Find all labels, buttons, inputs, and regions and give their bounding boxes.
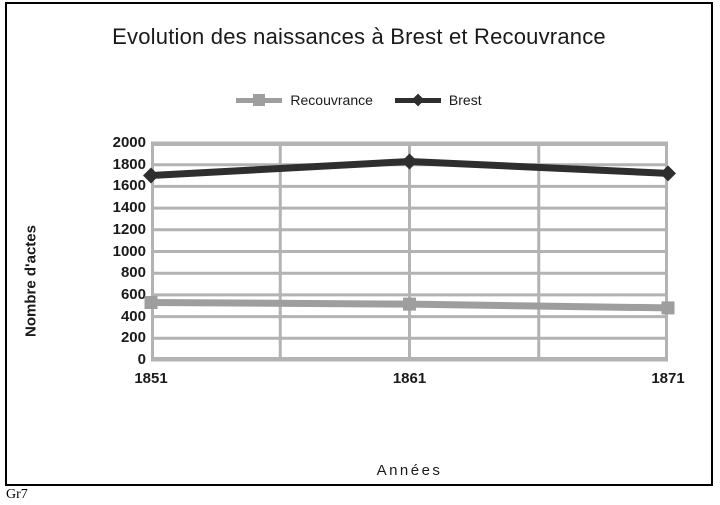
y-tick-label: 1000 xyxy=(112,242,146,260)
diamond-marker-icon xyxy=(411,93,425,107)
legend: Recouvrance Brest xyxy=(5,92,713,108)
y-tick-label: 200 xyxy=(120,329,146,347)
legend-label-brest: Brest xyxy=(448,92,482,108)
x-tick-label: 1871 xyxy=(651,370,685,387)
chart-title: Evolution des naissances à Brest et Reco… xyxy=(112,24,606,49)
x-axis-title: Années xyxy=(376,462,443,479)
y-tick-label: 1200 xyxy=(112,220,146,238)
x-tick-label: 1851 xyxy=(134,370,168,387)
recouvrance-line-sample xyxy=(236,94,283,106)
brest-line-sample xyxy=(394,93,441,107)
x-tick-label: 1861 xyxy=(392,370,427,387)
legend-item-brest: Brest xyxy=(394,92,482,108)
y-tick-label: 1800 xyxy=(112,155,146,173)
y-tick-label: 600 xyxy=(120,285,146,303)
y-tick-label: 2000 xyxy=(112,134,146,151)
y-tick-label: 1600 xyxy=(112,177,146,195)
y-tick-label: 400 xyxy=(120,307,146,325)
legend-item-recouvrance: Recouvrance xyxy=(236,92,373,108)
square-marker-icon xyxy=(253,94,266,106)
chart-outer-border xyxy=(5,2,713,486)
legend-label-recouvrance: Recouvrance xyxy=(290,92,373,108)
y-tick-label: 800 xyxy=(120,264,146,282)
plot-area xyxy=(143,141,676,362)
y-tick-label: 0 xyxy=(137,351,146,368)
y-tick-label: 1400 xyxy=(112,199,146,217)
footnote-label: Gr7 xyxy=(6,487,28,502)
